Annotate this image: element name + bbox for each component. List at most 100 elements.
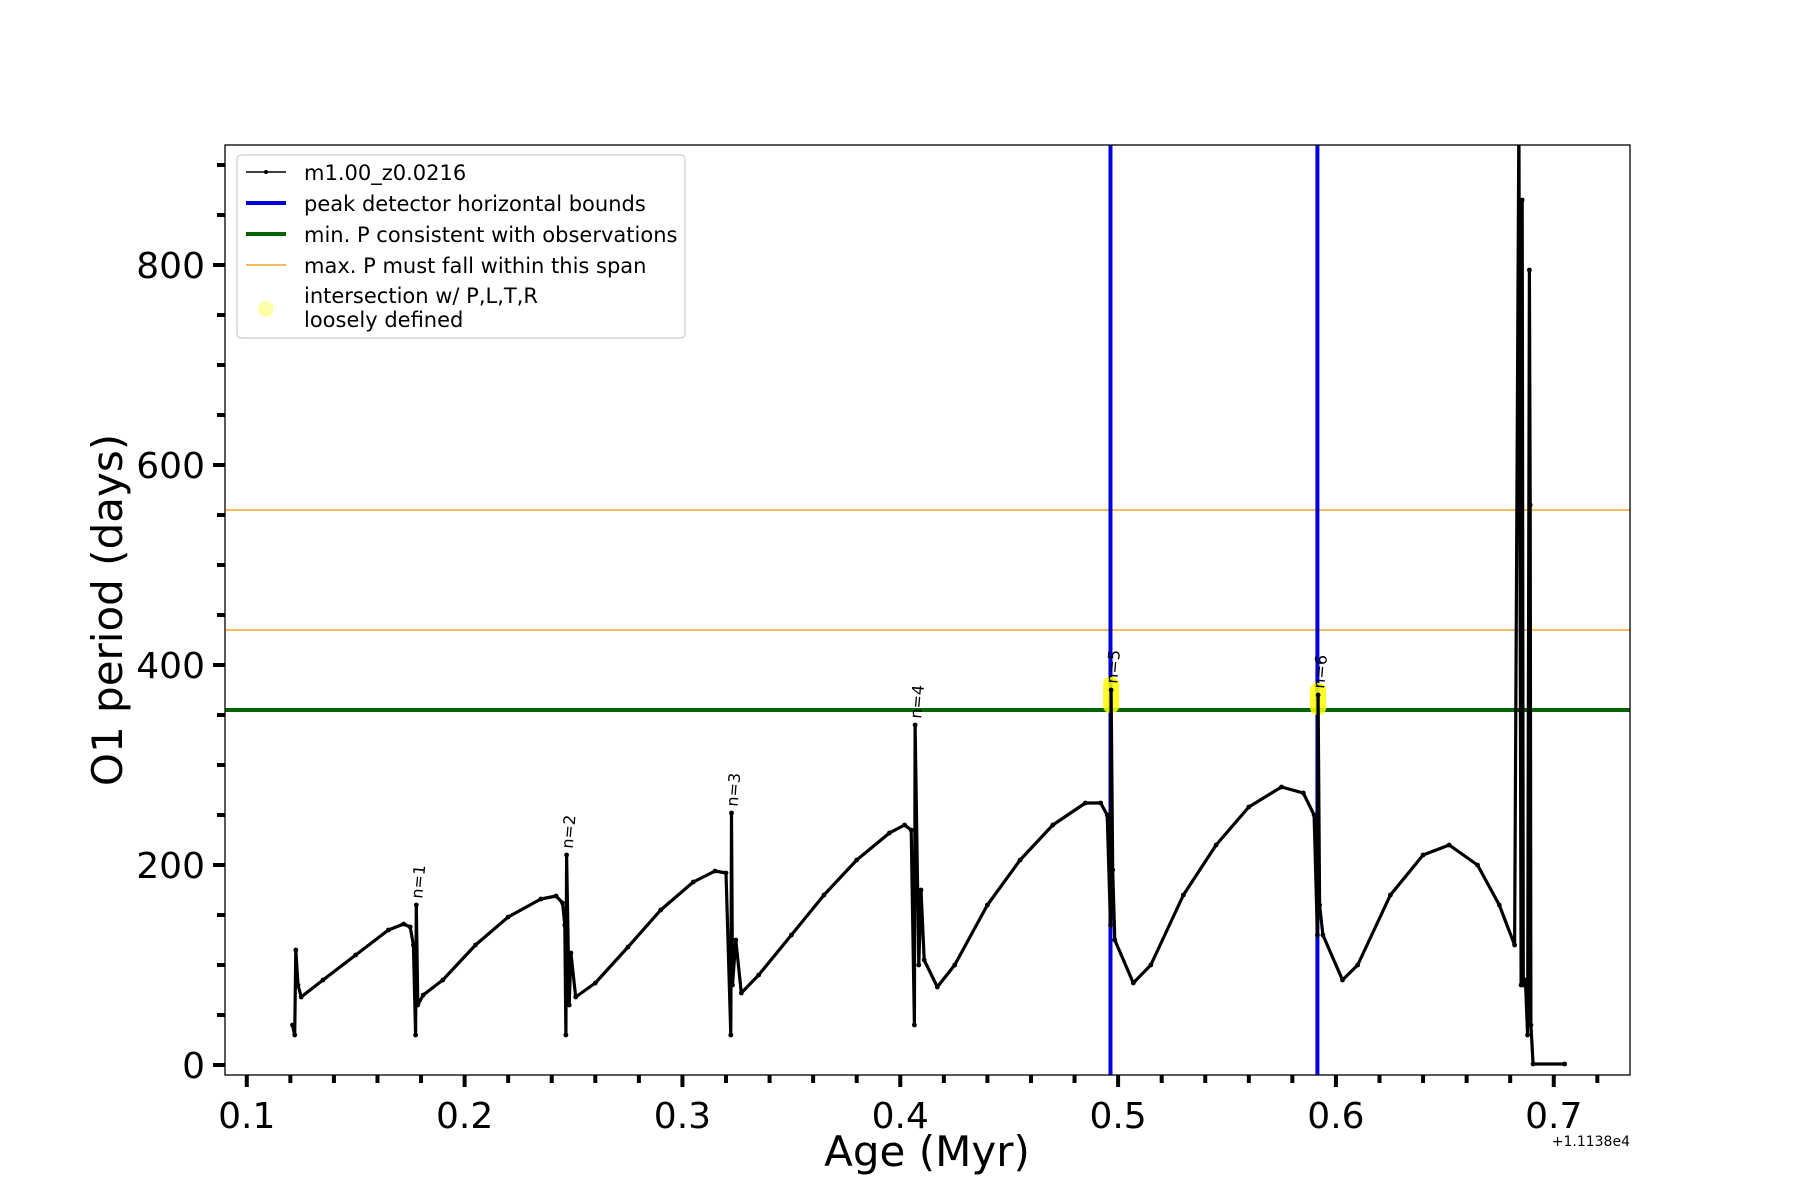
series-point-26 (568, 950, 574, 956)
y-tick-label-4: 600 (136, 446, 205, 487)
series-point-37 (733, 937, 739, 943)
series-point-21 (560, 900, 565, 906)
series-point-68 (1279, 784, 1284, 790)
peak-annotation-1: n=1 (407, 864, 429, 899)
series-point-66 (1213, 842, 1219, 848)
series-point-60 (1108, 687, 1114, 693)
peak-annotation-2: n=2 (558, 814, 580, 849)
legend: m1.00_z0.0216 peak detector horizontal b… (236, 154, 686, 339)
series-point-69 (1300, 790, 1306, 796)
series-point-70 (1311, 812, 1317, 818)
series-point-35 (729, 810, 734, 816)
series-point-46 (912, 1022, 917, 1028)
series-point-85 (1519, 197, 1525, 203)
series-point-50 (921, 957, 927, 963)
series-point-15 (420, 992, 426, 998)
legend-label-model: m1.00_z0.0216 (304, 161, 466, 186)
series-point-13 (413, 902, 419, 908)
series-point-7 (353, 952, 359, 958)
series-point-87 (1523, 977, 1528, 983)
x-tick-label-5: 0.5 (1089, 1096, 1146, 1137)
legend-swatch-model-dot (264, 170, 268, 174)
x-tick-label-1: 0.1 (218, 1096, 275, 1137)
series-point-2 (292, 1032, 298, 1038)
series-point-62 (1112, 937, 1118, 943)
series-point-45 (908, 827, 914, 833)
series-point-27 (573, 994, 579, 1000)
x-tick-label-2: 0.2 (436, 1096, 493, 1137)
series-point-28 (592, 980, 598, 986)
series-point-38 (738, 990, 744, 996)
series-point-44 (902, 822, 907, 828)
legend-label-intersection-line1: intersection w/ P,L,T,R (304, 284, 538, 308)
x-axis-label: Age (Myr) (824, 1127, 1030, 1176)
series-point-16 (440, 977, 446, 983)
series-point-30 (658, 907, 664, 913)
x-tick-label-3: 0.3 (654, 1096, 711, 1137)
series-point-14 (415, 1002, 421, 1008)
series-point-77 (1388, 892, 1393, 898)
series-point-63 (1130, 980, 1136, 986)
plot-frame (224, 144, 1631, 1076)
series-point-81 (1496, 902, 1502, 908)
peak-annotation-5: n=5 (1102, 649, 1124, 684)
y-tick-label-5: 800 (136, 246, 205, 287)
series-point-25 (566, 1002, 572, 1008)
series-point-24 (564, 852, 569, 858)
x-offset-label: +1.1138e4 (1552, 1134, 1630, 1150)
series-point-6 (320, 977, 326, 983)
series-point-12 (413, 1032, 418, 1038)
series-point-56 (1083, 800, 1088, 806)
series-point-89 (1527, 267, 1532, 273)
series-point-48 (916, 962, 922, 968)
series-point-39 (756, 972, 762, 978)
series-point-83 (1517, 113, 1522, 118)
series-point-49 (918, 887, 924, 893)
series-point-31 (690, 879, 696, 885)
x-tick-label-7: 0.7 (1525, 1096, 1582, 1137)
series-point-74 (1320, 932, 1326, 938)
series-point-51 (934, 984, 940, 990)
series-point-20 (553, 893, 559, 899)
peak-annotation-4: n=4 (906, 684, 928, 719)
series-point-11 (411, 942, 416, 948)
series-point-78 (1420, 852, 1426, 858)
series-point-41 (821, 892, 827, 898)
legend-box (236, 154, 686, 339)
y-tick-label-3: 400 (136, 646, 205, 687)
series-point-4 (295, 982, 301, 988)
series-point-55 (1050, 822, 1056, 828)
series-point-43 (887, 830, 892, 836)
series-point-54 (1017, 857, 1023, 863)
legend-label-min-p: min. P consistent with observations (304, 223, 677, 247)
series-point-75 (1340, 977, 1345, 983)
y-tick-label-2: 200 (136, 846, 205, 887)
series-point-82 (1512, 942, 1517, 948)
series-point-57 (1098, 800, 1104, 806)
series-point-91 (1528, 1022, 1534, 1028)
series-point-59 (1108, 922, 1113, 928)
series-point-52 (952, 962, 958, 968)
peak-annotation-6: n=6 (1309, 654, 1331, 689)
series-point-61 (1110, 867, 1116, 873)
series-point-76 (1355, 962, 1361, 968)
series-point-88 (1525, 1032, 1530, 1038)
y-tick-label-1: 0 (182, 1046, 205, 1087)
series-point-58 (1104, 812, 1110, 818)
series-point-90 (1527, 502, 1533, 508)
series-point-72 (1315, 692, 1321, 698)
legend-label-peak-bounds: peak detector horizontal bounds (304, 192, 646, 216)
series-point-64 (1148, 962, 1154, 968)
series-point-34 (728, 1032, 734, 1038)
series-point-10 (407, 924, 413, 930)
series-point-22 (562, 922, 568, 928)
series-point-47 (912, 722, 918, 728)
x-tick-label-4: 0.4 (872, 1096, 929, 1137)
series-point-9 (401, 921, 406, 927)
y-axis-label: O1 period (days) (83, 434, 132, 786)
series-point-17 (473, 942, 478, 948)
series-point-73 (1317, 902, 1322, 908)
series-point-71 (1315, 932, 1320, 938)
series-point-65 (1181, 892, 1186, 898)
